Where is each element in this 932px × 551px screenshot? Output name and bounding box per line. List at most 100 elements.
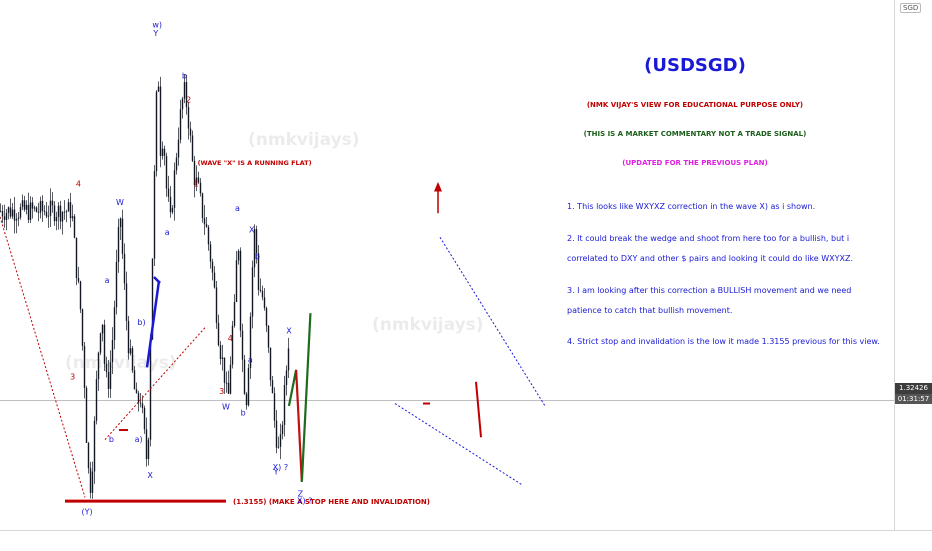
candle-body	[277, 446, 280, 448]
candle-body	[153, 171, 156, 259]
candle-body	[0, 210, 2, 212]
wave-label: 4	[228, 334, 233, 343]
candle-body	[151, 258, 154, 340]
candle-body	[27, 204, 30, 220]
candle-body	[169, 196, 172, 213]
candle-body	[101, 324, 104, 334]
candle-body	[125, 283, 128, 321]
candle-body	[11, 209, 14, 217]
candle-body	[157, 86, 160, 92]
candle-body	[63, 211, 66, 213]
wave-label: b)	[137, 318, 145, 327]
candle-body	[45, 211, 48, 217]
swing-highlight-cap	[153, 276, 161, 284]
candle-body	[15, 219, 18, 221]
wave-label: 2	[186, 95, 191, 104]
disclaimer-note: (NMK VIJAY'S VIEW FOR EDUCATIONAL PURPOS…	[586, 101, 804, 109]
candle-body	[181, 98, 184, 110]
candle-body	[5, 212, 8, 220]
candle-body	[143, 407, 146, 430]
time-axis[interactable]	[0, 530, 932, 551]
candle-body	[221, 357, 224, 359]
red-segment	[475, 381, 482, 438]
candle-body	[39, 200, 42, 213]
projection-green-up	[287, 369, 298, 407]
candle-body	[167, 188, 170, 197]
watermark-text: (nmkvijays)	[65, 353, 177, 373]
candle-body	[189, 128, 192, 136]
candle-body	[233, 302, 236, 326]
wave-label: 4	[76, 180, 81, 189]
candle-body	[121, 218, 124, 254]
candle-body	[105, 363, 108, 372]
projection-green-final	[300, 313, 312, 482]
candle-body	[227, 382, 230, 394]
candle-body	[77, 278, 80, 282]
candle-body	[43, 210, 46, 212]
candle-body	[187, 107, 190, 129]
wave-label: W	[222, 403, 230, 412]
candle-body	[91, 471, 94, 493]
candle-body	[147, 439, 150, 460]
candle-body	[61, 212, 64, 222]
wave-label: 3	[70, 372, 75, 381]
candle-body	[49, 200, 52, 216]
comment-point-3: 3. I am looking after this correction a …	[567, 286, 852, 295]
comment-point-4: 4. Strict stop and invalidation is the l…	[567, 337, 880, 346]
candle-body	[261, 291, 264, 298]
wave-label: W	[116, 198, 124, 207]
candle-body	[81, 309, 84, 346]
candle-body	[89, 468, 92, 493]
candle-body	[139, 402, 142, 404]
wave-label: Y	[152, 29, 158, 38]
watermark-text: (nmkvijays)	[372, 315, 484, 335]
candle-body	[231, 325, 234, 365]
candle-body	[59, 205, 62, 222]
price-axis[interactable]	[894, 0, 932, 530]
comment-point-3-cont: patience to catch that bullish movement.	[567, 306, 733, 315]
candle-body	[83, 345, 86, 388]
candle-body	[149, 339, 152, 440]
candle-body	[115, 261, 118, 308]
wave-label: Y	[273, 468, 279, 477]
candle-body	[185, 82, 188, 108]
candle-body	[161, 148, 164, 156]
candle-body	[65, 211, 68, 213]
candle-body	[191, 135, 194, 161]
candle-body	[21, 200, 24, 208]
candle-body	[79, 281, 82, 310]
candle-body	[173, 170, 176, 208]
candle-body	[133, 370, 136, 390]
up-arrow-head	[434, 181, 442, 192]
candle-body	[13, 209, 16, 221]
wave-label: 1	[193, 180, 198, 189]
wave-label: b	[241, 409, 246, 418]
candle-body	[229, 364, 232, 394]
candle-body	[33, 207, 36, 209]
candle-body	[3, 216, 6, 220]
candle-body	[1, 211, 4, 217]
wave-label: X) ?	[297, 497, 312, 506]
wave-label: w)	[152, 21, 162, 30]
candle-body	[29, 202, 32, 220]
candle-body	[141, 403, 144, 408]
wave-label: a)	[135, 435, 143, 444]
candle-body	[281, 424, 284, 435]
candle-body	[269, 347, 272, 381]
currency-badge: SGD	[900, 3, 922, 13]
wave-label: X) ?	[273, 463, 288, 472]
candle-body	[67, 202, 70, 212]
candle-body	[119, 218, 122, 228]
candle-body	[179, 109, 182, 140]
candle-body	[245, 393, 248, 406]
candle-body	[85, 387, 88, 443]
candle-body	[249, 316, 252, 369]
candle-body	[99, 333, 102, 353]
candle-body	[275, 420, 278, 448]
candle-body	[93, 420, 96, 472]
candle-body	[35, 207, 38, 212]
candle-body	[57, 205, 60, 217]
candle-body	[23, 200, 26, 210]
